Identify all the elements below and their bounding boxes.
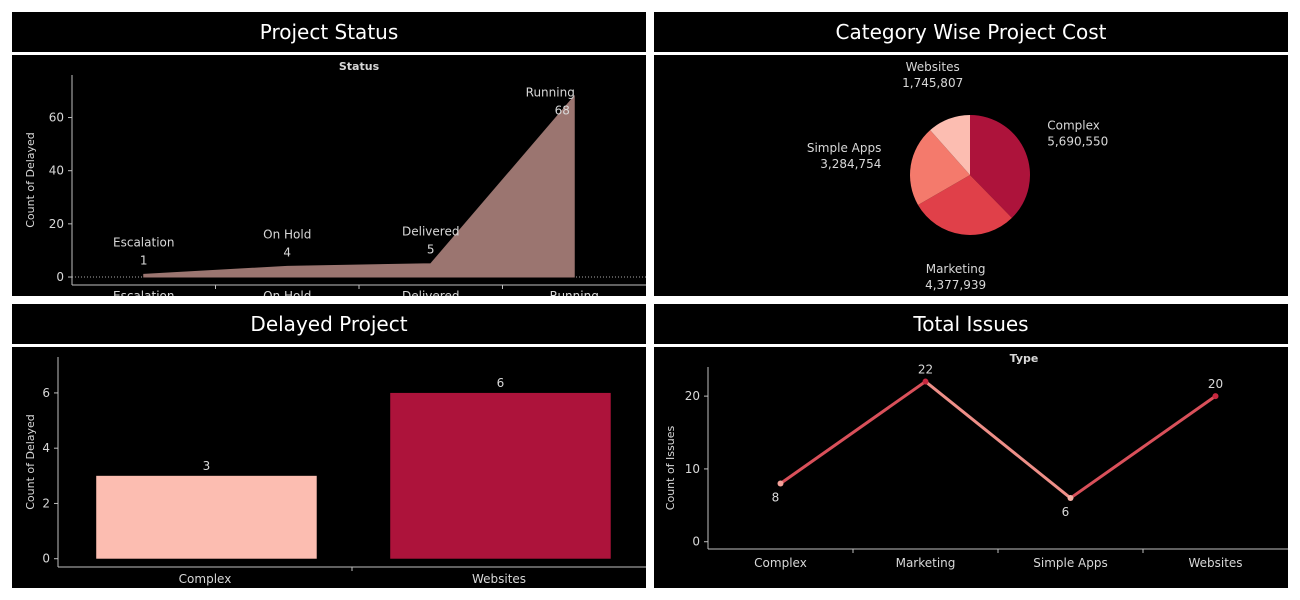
x-tick-label: Complex (179, 572, 232, 586)
data-category-label: Running (526, 85, 575, 99)
delayed-project-title: Delayed Project (12, 304, 646, 344)
point-value-label: 6 (1062, 505, 1070, 519)
data-value-label: 5 (427, 243, 435, 257)
category-cost-title: Category Wise Project Cost (654, 12, 1288, 52)
line-segment (924, 380, 1072, 500)
slice-value-label: 3,284,754 (820, 157, 881, 171)
y-axis-label: Count of Delayed (24, 132, 37, 228)
bar (96, 475, 317, 559)
line-point (1067, 495, 1074, 502)
data-category-label: Escalation (113, 235, 174, 249)
x-tick-label: Websites (1188, 556, 1242, 570)
slice-value-label: 1,745,807 (902, 76, 963, 90)
delayed-project-panel: Count of Delayed 0 2 4 6 3 Complex 6 Websites (12, 347, 646, 588)
line-segment (779, 380, 927, 485)
slice-label: Simple Apps (807, 141, 881, 155)
slice-value-label: 4,377,939 (925, 278, 986, 292)
data-value-label: 4 (283, 245, 291, 259)
pie-slice (918, 175, 1012, 236)
total-issues-panel: Type Count of Issues 0 10 20 8 Complex 22 Market… (654, 347, 1288, 588)
bar-value-label: 3 (203, 459, 211, 473)
y-tick-label: 2 (42, 496, 50, 510)
y-tick-label: 60 (49, 111, 64, 125)
pie-slice (930, 115, 970, 175)
y-tick-label: 10 (685, 462, 700, 476)
delayed-project-chart: Count of Delayed 0 2 4 6 3 Complex 6 Websites (24, 357, 646, 586)
data-category-label: Delivered (402, 225, 459, 239)
y-tick-label: 20 (49, 217, 64, 231)
status-area (143, 94, 575, 278)
data-category-label: On Hold (263, 227, 311, 241)
y-tick-label: 0 (42, 552, 50, 566)
line-point (922, 378, 929, 385)
project-status-title: Project Status (12, 12, 646, 52)
total-issues-chart: Type Count of Issues 0 10 20 8 Complex 22 Market… (664, 352, 1288, 570)
project-status-panel: Status Count of Delayed 0 20 40 60 Escalation E… (12, 55, 646, 296)
category-cost-panel: Complex 5,690,550 Marketing 4,377,939 Simple… (654, 55, 1288, 296)
y-tick-label: 20 (685, 389, 700, 403)
x-tick-label: Complex (754, 556, 807, 570)
y-tick-label: 4 (42, 441, 50, 455)
slice-label: Websites (906, 60, 960, 74)
y-tick-label: 40 (49, 164, 64, 178)
x-tick-label: Running (550, 289, 599, 296)
point-value-label: 20 (1208, 377, 1223, 391)
slice-value-label: 5,690,550 (1047, 134, 1108, 148)
point-value-label: 8 (772, 490, 780, 504)
total-issues-title: Total Issues (654, 304, 1288, 344)
slice-label: Complex (1047, 118, 1100, 132)
x-tick-label: Simple Apps (1033, 556, 1107, 570)
slice-label: Marketing (926, 262, 986, 276)
x-tick-label: Marketing (896, 556, 956, 570)
x-tick-label: Delivered (402, 289, 459, 296)
category-cost-chart: Complex 5,690,550 Marketing 4,377,939 Simple… (807, 60, 1108, 292)
data-value-label: 68 (555, 103, 570, 117)
y-tick-label: 0 (692, 535, 700, 549)
bar-value-label: 6 (497, 376, 505, 390)
project-status-chart: Status Count of Delayed 0 20 40 60 Escalation E… (24, 60, 646, 296)
line-point (777, 480, 784, 487)
pie-slice (970, 115, 1030, 218)
chart-title: Type (1010, 352, 1039, 365)
y-tick-label: 0 (56, 270, 64, 284)
point-value-label: 22 (918, 363, 933, 377)
y-axis-label: Count of Issues (664, 426, 677, 511)
x-tick-label: Websites (472, 572, 526, 586)
line-segment (1069, 394, 1217, 500)
y-tick-label: 6 (42, 386, 50, 400)
pie-slice (910, 130, 970, 205)
chart-title: Status (339, 60, 380, 73)
x-tick-label: Escalation (113, 289, 174, 296)
x-tick-label: On Hold (263, 289, 311, 296)
bar (390, 392, 611, 559)
y-axis-label: Count of Delayed (24, 414, 37, 510)
line-point (1212, 393, 1219, 400)
data-value-label: 1 (140, 253, 148, 267)
